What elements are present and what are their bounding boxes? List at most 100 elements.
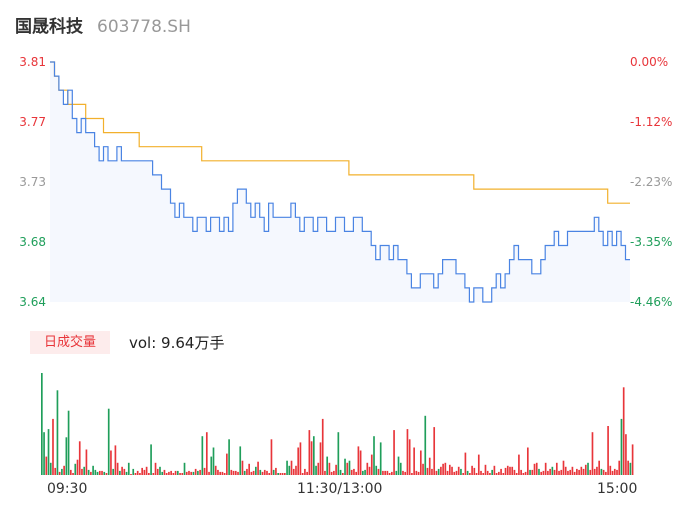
volume-bar (504, 467, 507, 475)
volume-bar (584, 464, 587, 475)
volume-tab[interactable]: 日成交量 (30, 331, 110, 354)
volume-bar (375, 465, 378, 475)
volume-bar (341, 473, 344, 475)
volume-bar (560, 469, 563, 475)
volume-bar (139, 473, 141, 475)
volume-bar (587, 462, 589, 475)
volume-bar (197, 470, 199, 475)
volume-bar (605, 471, 607, 475)
volume-bar (74, 463, 77, 475)
volume-bar (190, 471, 193, 475)
volume-bar (475, 473, 478, 475)
volume-bar (136, 470, 139, 475)
volume-bar (288, 465, 291, 475)
time-label-open: 09:30 (47, 481, 88, 497)
volume-bar (143, 469, 146, 475)
volume-bar (529, 469, 531, 475)
stock-title: 国晟科技 603778.SH (15, 12, 191, 38)
volume-bar (558, 470, 560, 475)
volume-bar (598, 460, 600, 475)
volume-bar (263, 469, 266, 475)
volume-bar (457, 466, 460, 475)
volume-bar (471, 465, 473, 475)
volume-bar (419, 450, 422, 475)
volume-bar (148, 473, 150, 475)
volume-bar (489, 473, 491, 475)
volume-bar (161, 471, 164, 475)
volume-bar (357, 446, 360, 475)
volume-bar (185, 471, 188, 475)
volume-bar (609, 465, 612, 475)
volume-bar (192, 471, 195, 475)
volume-bar (397, 456, 400, 475)
volume-bar (250, 471, 253, 475)
volume-bar (159, 466, 161, 475)
volume-bar (373, 436, 375, 475)
volume-bar (515, 473, 518, 475)
time-label-midday: 11:30/13:00 (297, 481, 383, 497)
volume-bar (462, 473, 465, 475)
volume-bar (547, 470, 549, 475)
volume-bar (272, 469, 275, 475)
volume-bar (217, 469, 219, 475)
volume-bar (317, 462, 320, 475)
volume-bar (312, 436, 315, 475)
volume-bars (41, 373, 634, 475)
volume-bar (319, 442, 322, 475)
price-tick-3: 3.68 (19, 235, 46, 249)
volume-bar (593, 468, 596, 475)
volume-bar (208, 471, 210, 475)
volume-bar (188, 470, 190, 475)
volume-bar (125, 471, 128, 475)
volume-bar (625, 434, 627, 475)
price-tick-1: 3.77 (19, 115, 46, 129)
volume-bar (76, 459, 79, 475)
volume-bar (226, 453, 228, 475)
volume-bar (518, 454, 520, 475)
volume-bar (446, 470, 449, 475)
volume-bar (386, 470, 389, 475)
volume-bar (480, 470, 482, 475)
volume-bar (509, 466, 511, 475)
volume-bar (268, 473, 271, 475)
volume-bar (348, 460, 351, 475)
volume-bar (353, 468, 355, 475)
volume-bar (344, 458, 346, 475)
volume-bar (255, 466, 257, 475)
volume-bar (569, 469, 572, 475)
volume-bar (107, 408, 110, 475)
price-line (50, 61, 630, 303)
volume-bar (210, 456, 213, 475)
volume-bar (221, 471, 224, 475)
price-area-fill (50, 62, 630, 302)
volume-bar (150, 444, 152, 475)
volume-bar (524, 471, 527, 475)
volume-bar (321, 418, 324, 475)
volume-bar (511, 466, 514, 475)
volume-bar (292, 468, 295, 475)
volume-bar (49, 462, 52, 475)
volume-bar (306, 471, 308, 475)
volume-bar (502, 473, 505, 475)
volume-bar (101, 470, 103, 475)
volume-bar (41, 373, 43, 475)
volume-bar (567, 470, 569, 475)
volume-bar (442, 463, 444, 475)
volume-bar (335, 464, 337, 475)
volume-bar (448, 464, 451, 475)
volume-bar (308, 430, 311, 475)
volume-bar (172, 473, 175, 475)
volume-bar (52, 418, 54, 475)
volume-bar (379, 442, 382, 475)
volume-bar (469, 473, 471, 475)
volume-bar (466, 470, 469, 475)
volume-bar (301, 473, 304, 475)
volume-bar (54, 467, 57, 475)
volume-bar (214, 465, 217, 475)
volume-bar (275, 467, 277, 475)
volume-bar (631, 444, 634, 475)
volume-bar (261, 471, 264, 475)
volume-bar (310, 441, 313, 475)
volume-bar (591, 432, 594, 475)
pct-tick-4: -4.46% (630, 295, 673, 309)
